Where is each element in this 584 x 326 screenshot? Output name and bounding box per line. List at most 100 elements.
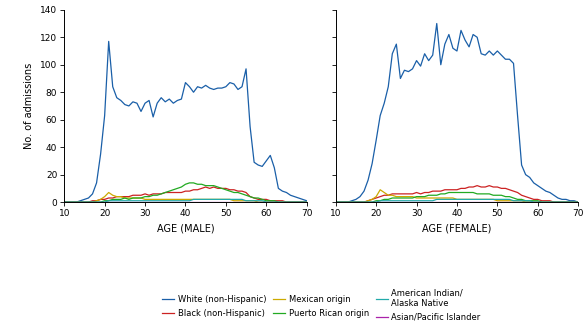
Asian/Pacific Islander (190, 200, 197, 204)
Mexican origin (105, 190, 112, 194)
Y-axis label: No. of admissions: No. of admissions (25, 63, 34, 149)
Black (non-Hispanic) (210, 185, 217, 189)
Mexican origin (393, 195, 400, 199)
White (non-Hispanic) (210, 87, 217, 91)
Puerto Rican origin (332, 200, 339, 204)
American Indian/
Alaska Native (332, 200, 339, 204)
X-axis label: AGE (MALE): AGE (MALE) (157, 224, 214, 234)
White (non-Hispanic) (465, 45, 472, 49)
Black (non-Hispanic) (190, 188, 197, 192)
Asian/Pacific Islander (461, 200, 468, 204)
Mexican origin (332, 200, 339, 204)
Puerto Rican origin (575, 200, 582, 204)
White (non-Hispanic) (105, 39, 112, 43)
American Indian/
Alaska Native (547, 200, 554, 204)
Asian/Pacific Islander (145, 200, 152, 204)
Mexican origin (113, 195, 120, 199)
Asian/Pacific Islander (381, 200, 388, 204)
Asian/Pacific Islander (332, 200, 339, 204)
Black (non-Hispanic) (389, 192, 396, 196)
Mexican origin (194, 198, 201, 201)
White (non-Hispanic) (381, 101, 388, 105)
Puerto Rican origin (117, 198, 124, 201)
Asian/Pacific Islander (117, 200, 124, 204)
Mexican origin (61, 200, 68, 204)
Black (non-Hispanic) (109, 196, 116, 200)
Black (non-Hispanic) (145, 193, 152, 197)
Mexican origin (547, 200, 554, 204)
Asian/Pacific Islander (389, 200, 396, 204)
Mexican origin (121, 196, 128, 200)
American Indian/
Alaska Native (575, 200, 582, 204)
Asian/Pacific Islander (478, 200, 485, 204)
Puerto Rican origin (275, 200, 282, 204)
Line: American Indian/
Alaska Native: American Indian/ Alaska Native (64, 200, 307, 202)
Mexican origin (465, 198, 472, 201)
American Indian/
Alaska Native (61, 200, 68, 204)
Line: Black (non-Hispanic): Black (non-Hispanic) (64, 187, 307, 202)
White (non-Hispanic) (389, 52, 396, 56)
White (non-Hispanic) (417, 64, 424, 68)
Black (non-Hispanic) (575, 200, 582, 204)
Black (non-Hispanic) (482, 185, 489, 189)
Puerto Rican origin (482, 192, 489, 196)
Black (non-Hispanic) (303, 200, 310, 204)
Black (non-Hispanic) (117, 195, 124, 199)
American Indian/
Alaska Native (109, 199, 116, 203)
Asian/Pacific Islander (109, 200, 116, 204)
Puerto Rican origin (381, 198, 388, 201)
American Indian/
Alaska Native (482, 198, 489, 201)
Black (non-Hispanic) (461, 186, 468, 190)
Line: Mexican origin: Mexican origin (336, 190, 578, 202)
Legend: White (non-Hispanic), Black (non-Hispanic), Mexican origin, Puerto Rican origin,: White (non-Hispanic), Black (non-Hispani… (162, 289, 481, 322)
Black (non-Hispanic) (275, 199, 282, 203)
Line: American Indian/
Alaska Native: American Indian/ Alaska Native (336, 200, 578, 202)
Black (non-Hispanic) (61, 200, 68, 204)
Mexican origin (385, 193, 392, 197)
White (non-Hispanic) (275, 186, 282, 190)
Asian/Pacific Islander (206, 200, 213, 204)
Line: Puerto Rican origin: Puerto Rican origin (336, 192, 578, 202)
Mexican origin (150, 198, 157, 201)
Puerto Rican origin (303, 200, 310, 204)
Mexican origin (575, 200, 582, 204)
Black (non-Hispanic) (202, 185, 209, 189)
White (non-Hispanic) (433, 22, 440, 25)
American Indian/
Alaska Native (381, 199, 388, 203)
American Indian/
Alaska Native (190, 198, 197, 201)
White (non-Hispanic) (121, 103, 128, 107)
White (non-Hispanic) (482, 53, 489, 57)
Black (non-Hispanic) (547, 199, 554, 203)
Asian/Pacific Islander (543, 200, 550, 204)
Mexican origin (377, 188, 384, 192)
Asian/Pacific Islander (61, 200, 68, 204)
Puerto Rican origin (389, 196, 396, 200)
American Indian/
Alaska Native (194, 198, 201, 201)
X-axis label: AGE (FEMALE): AGE (FEMALE) (422, 224, 492, 234)
Mexican origin (275, 200, 282, 204)
Puerto Rican origin (186, 181, 193, 185)
Asian/Pacific Islander (303, 200, 310, 204)
Line: Black (non-Hispanic): Black (non-Hispanic) (336, 185, 578, 202)
Line: White (non-Hispanic): White (non-Hispanic) (64, 41, 307, 202)
Black (non-Hispanic) (381, 193, 388, 197)
American Indian/
Alaska Native (117, 199, 124, 203)
Mexican origin (482, 198, 489, 201)
Line: Mexican origin: Mexican origin (64, 192, 307, 202)
Mexican origin (421, 196, 428, 200)
White (non-Hispanic) (113, 96, 120, 100)
American Indian/
Alaska Native (145, 199, 152, 203)
Black (non-Hispanic) (332, 200, 339, 204)
White (non-Hispanic) (303, 199, 310, 203)
Puerto Rican origin (465, 190, 472, 194)
White (non-Hispanic) (575, 200, 582, 204)
Puerto Rican origin (210, 184, 217, 187)
Puerto Rican origin (417, 195, 424, 199)
White (non-Hispanic) (194, 85, 201, 89)
Asian/Pacific Islander (417, 200, 424, 204)
Puerto Rican origin (446, 190, 453, 194)
White (non-Hispanic) (332, 200, 339, 204)
American Indian/
Alaska Native (389, 199, 396, 203)
Puerto Rican origin (145, 195, 152, 199)
Line: Puerto Rican origin: Puerto Rican origin (64, 183, 307, 202)
